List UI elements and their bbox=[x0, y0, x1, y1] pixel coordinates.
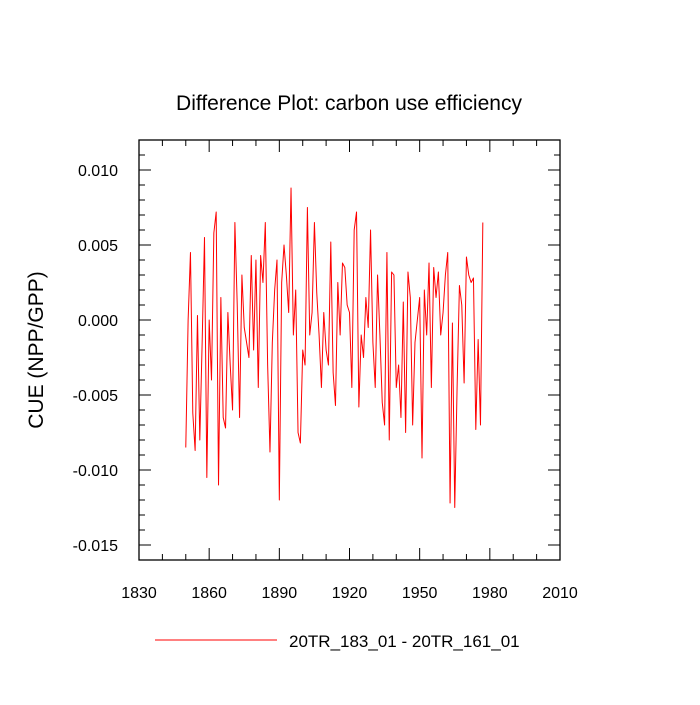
y-tick-label: 0.000 bbox=[78, 313, 118, 330]
y-tick-label: -0.005 bbox=[73, 388, 118, 405]
legend-label: 20TR_183_01 - 20TR_161_01 bbox=[289, 632, 520, 651]
y-tick-label: -0.010 bbox=[73, 463, 118, 480]
x-tick-label: 1980 bbox=[472, 585, 508, 602]
plot-area: 1830 1860 1890 1920 1950 1980 2010 -0.015 -0.010… bbox=[73, 140, 578, 602]
series-line bbox=[186, 188, 483, 508]
x-tick-label: 1950 bbox=[402, 585, 438, 602]
y-axis-label: CUE (NPP/GPP) bbox=[25, 271, 48, 429]
x-tick-label: 1860 bbox=[191, 585, 227, 602]
y-tick-label: -0.015 bbox=[73, 538, 118, 555]
x-tick-label: 1890 bbox=[262, 585, 298, 602]
chart-title: Difference Plot: carbon use efficiency bbox=[176, 92, 522, 115]
x-tick-label: 2010 bbox=[542, 585, 578, 602]
x-tick-label: 1920 bbox=[332, 585, 368, 602]
legend: 20TR_183_01 - 20TR_161_01 bbox=[155, 632, 520, 651]
y-tick-label: 0.005 bbox=[78, 238, 118, 255]
y-tick-label: 0.010 bbox=[78, 163, 118, 180]
x-tick-label: 1830 bbox=[121, 585, 157, 602]
